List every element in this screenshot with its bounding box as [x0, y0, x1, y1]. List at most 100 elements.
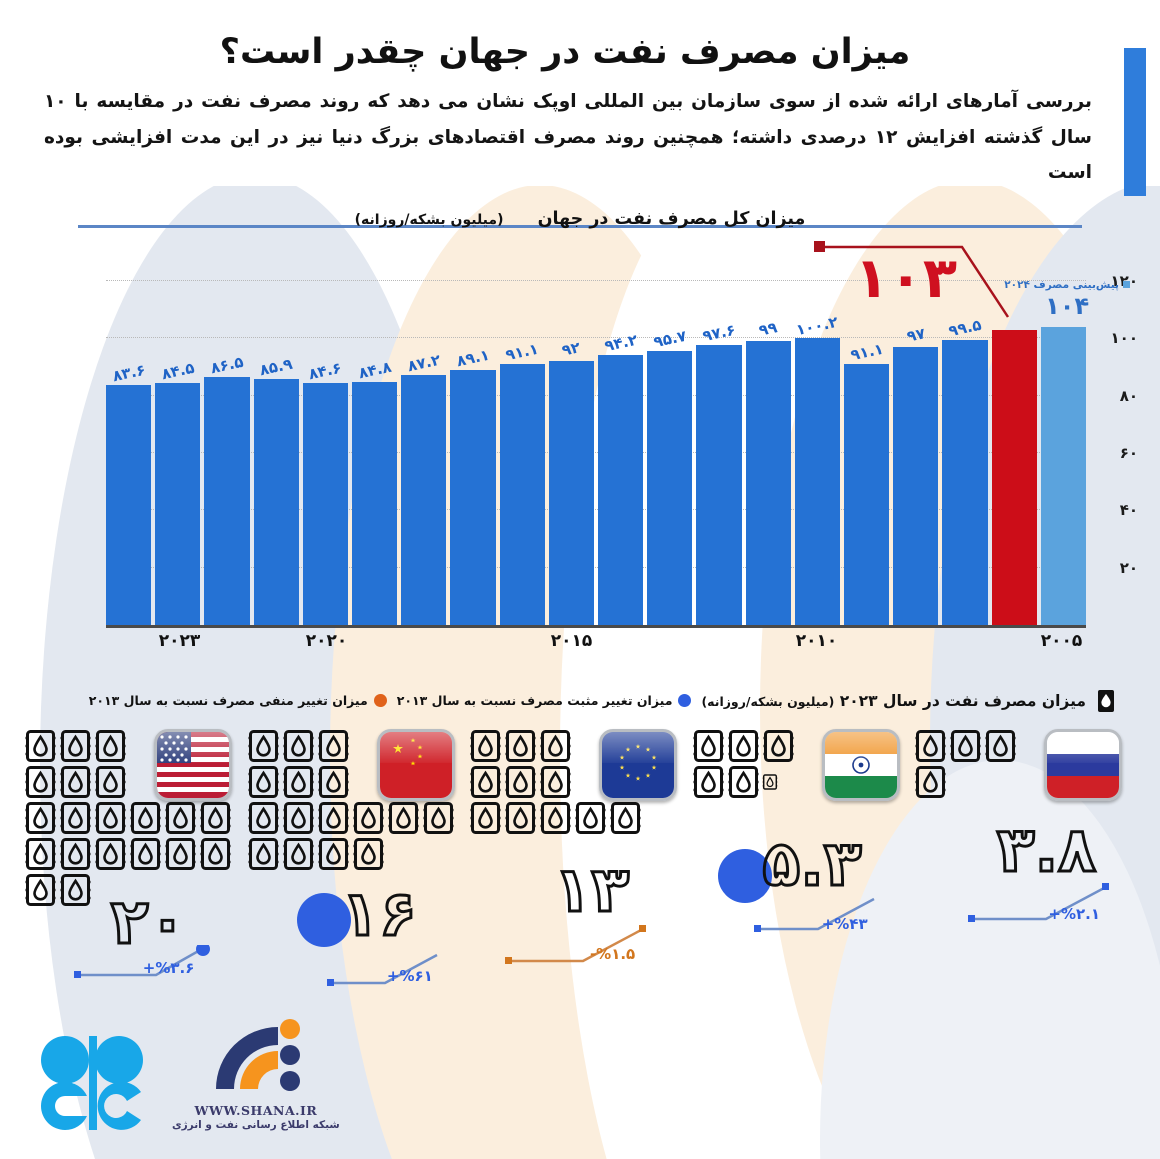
oil-drum-icon: [318, 729, 349, 762]
oil-drum-icon: [540, 729, 571, 762]
shana-url: WWW.SHANA.IR: [194, 1103, 318, 1118]
legend-main-label: میزان مصرف نفت در سال ۲۰۲۳ (میلیون بشکه/…: [701, 691, 1086, 710]
y-axis-tick: ۲۰: [1119, 558, 1138, 577]
bar-value-label: ۹۱.۱: [504, 339, 541, 365]
oil-drum-icon: [763, 729, 794, 762]
oil-drum-icon: [130, 801, 161, 834]
bar-2008: ۸۵.۹: [253, 355, 299, 625]
oil-drum-icon: [470, 801, 501, 834]
oil-drum-icon: [60, 837, 91, 870]
oil-drum-icon: [283, 837, 314, 870]
chart-title-text: میزان کل مصرف نفت در جهان: [537, 208, 806, 229]
oil-drum-icon: [470, 729, 501, 762]
oil-drum-icon: [423, 801, 454, 834]
bar-column: ۹۷.۶: [696, 267, 742, 625]
bar-2006: ۸۴.۵: [155, 359, 201, 625]
country-value: ۱۶: [340, 876, 419, 950]
bar-column: ۸۴.۵: [155, 267, 201, 625]
y-axis-tick: ۶۰: [1119, 443, 1138, 462]
y-axis-tick: ۸۰: [1119, 386, 1138, 405]
forecast-marker-icon: [1123, 281, 1130, 289]
bar-2015: ۹۴.۲: [598, 331, 644, 625]
country-cards: ۲۰ +%۳.۶: [24, 723, 1136, 1013]
oil-drum-icon: [95, 765, 126, 798]
oil-drum-icon: [915, 765, 946, 798]
bar-2024: ۱۰۴: [1040, 326, 1087, 625]
bar-2018: ۹۹: [745, 319, 791, 625]
bar-2017: ۹۷.۶: [696, 321, 742, 625]
legend-dot-positive-icon: [678, 694, 692, 708]
oil-drum-icon: [728, 765, 759, 798]
bar-column: ۹۲: [548, 267, 595, 625]
oil-drum-icon: [200, 801, 231, 834]
bar-2020: ۹۱.۱: [844, 340, 890, 625]
bar-2013: ۹۱.۱: [499, 340, 545, 625]
oil-drum-icon: [25, 729, 56, 762]
oil-drum-icon: [248, 765, 279, 798]
flag-european-union-icon: [599, 728, 678, 801]
oil-drum-icon: [165, 837, 196, 870]
callout-2023-value: ۱۰۳: [814, 240, 1010, 318]
oil-drum-icon: [353, 801, 384, 834]
country-change-percent: +%۳.۶: [142, 958, 195, 977]
bar-column: ۸۶.۵: [204, 267, 250, 625]
oil-drum-icon: [505, 729, 536, 762]
oil-drum-icon: [165, 801, 196, 834]
oil-drum-icon: [25, 765, 56, 798]
bar-2005: ۸۳.۶: [106, 361, 152, 625]
bar-2021: ۹۷: [893, 324, 939, 625]
x-axis-baseline: [106, 624, 1086, 628]
bar-column: ۹۱.۱: [499, 267, 545, 625]
logos: WWW.SHANA.IR شبکه اطلاع رسانی نفت و انرژ…: [40, 1015, 340, 1131]
oil-drum-icon: [60, 801, 91, 834]
bar-column: ۸۹.۱: [450, 267, 496, 625]
bar-value-label: ۹۷.۶: [700, 321, 738, 346]
oil-drum-icon: [248, 729, 279, 762]
x-axis-tick: ۲۰۱۰: [795, 630, 838, 651]
country-card-india: ۵.۳ +%۴۳: [691, 723, 913, 1013]
oil-drum-icon: [130, 837, 161, 870]
title-accent-bar: [1124, 48, 1146, 196]
bar-value-label: ۸۹.۱: [454, 345, 492, 370]
oil-drum-icon: [95, 837, 126, 870]
oil-drum-icon: [95, 801, 126, 834]
oil-drum-icon: [25, 873, 56, 906]
oil-drum-icon: [1098, 689, 1114, 712]
bar-value-label: ۸۷.۲: [405, 350, 442, 376]
bar-column: ۸۴.۸: [352, 267, 398, 625]
oil-drum-icon: [540, 801, 571, 834]
bar-column: ۸۳.۶: [106, 267, 152, 625]
drum-group-top: [247, 729, 377, 799]
page-subtitle: بررسی آمارهای ارائه شده از سوی سازمان بی…: [44, 91, 1092, 184]
drum-group-top: [469, 729, 599, 799]
oil-drum-icon: [985, 729, 1016, 762]
oil-drum-icon: [470, 765, 501, 798]
oil-drum-icon: [248, 801, 279, 834]
bar-column: ۸۴.۶: [302, 267, 349, 625]
oil-drum-icon: [318, 837, 349, 870]
drum-group-top: [24, 729, 154, 799]
y-axis-tick: ۴۰: [1119, 501, 1138, 520]
country-change-percent: +%۲.۱: [1048, 904, 1101, 923]
oil-drum-icon: [25, 837, 56, 870]
bar-value-label: ۹۴.۲: [602, 330, 639, 356]
oil-drum-icon: [353, 837, 384, 870]
bar-value-label: ۹۵.۷: [651, 326, 688, 351]
shana-logo: WWW.SHANA.IR شبکه اطلاع رسانی نفت و انرژ…: [172, 1015, 340, 1131]
country-change-percent: +%۶۱: [386, 966, 433, 985]
oil-drum-icon: [283, 729, 314, 762]
x-axis-tick: ۲۰۲۳: [158, 630, 201, 651]
x-axis-tick: ۲۰۲۰: [305, 630, 348, 651]
bar-2007: ۸۶.۵: [204, 353, 250, 625]
bar-column: ۹۵.۷: [647, 267, 693, 625]
oil-drum-icon: [610, 801, 641, 834]
header: میزان مصرف نفت در جهان چقدر است؟ بررسی آ…: [0, 0, 1160, 196]
shana-mark-icon: [215, 1019, 300, 1091]
oil-drum-icon: [60, 729, 91, 762]
bar-column: ۹۴.۲: [598, 267, 644, 625]
chart-title: میزان کل مصرف نفت در جهان (میلیون بشکه/ر…: [0, 209, 1160, 229]
callout-2024-forecast: پیش‌بینی مصرف ۲۰۲۴ ۱۰۴: [1004, 279, 1130, 320]
country-value: ۱۳: [552, 852, 631, 926]
chart-unit-label: (میلیون بشکه/روزانه): [354, 211, 504, 228]
bar-column: ۹۹: [745, 267, 791, 625]
